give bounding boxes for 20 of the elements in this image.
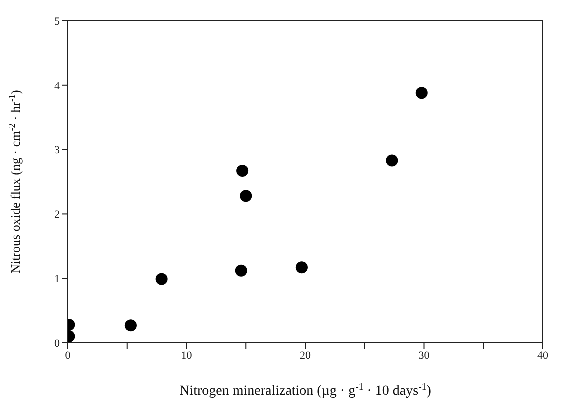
x-axis-title: Nitrogen mineralization (µg · g$^{-1}$ · 10 days$^{-1}$) — [180, 382, 432, 399]
point — [416, 87, 428, 100]
x-tick-label: 40 — [538, 350, 549, 362]
x-tick-label: 0 — [65, 350, 72, 362]
y-tick-label: 0 — [54, 338, 60, 350]
point — [240, 190, 252, 202]
y-tick-label: 1 — [54, 274, 60, 286]
y-tick-label: 5 — [54, 16, 60, 28]
y-tick-label: 3 — [54, 144, 60, 157]
point — [124, 320, 137, 332]
point — [386, 154, 398, 167]
x-tick-label: 20 — [300, 350, 312, 362]
y-tick-label: 4 — [54, 80, 60, 92]
x-tick-label: 10 — [181, 350, 193, 362]
point — [236, 165, 249, 178]
point — [235, 264, 248, 277]
point — [296, 262, 308, 274]
y-tick-label: 2 — [54, 209, 60, 222]
x-tick-label: 30 — [418, 350, 430, 362]
point — [156, 273, 168, 286]
